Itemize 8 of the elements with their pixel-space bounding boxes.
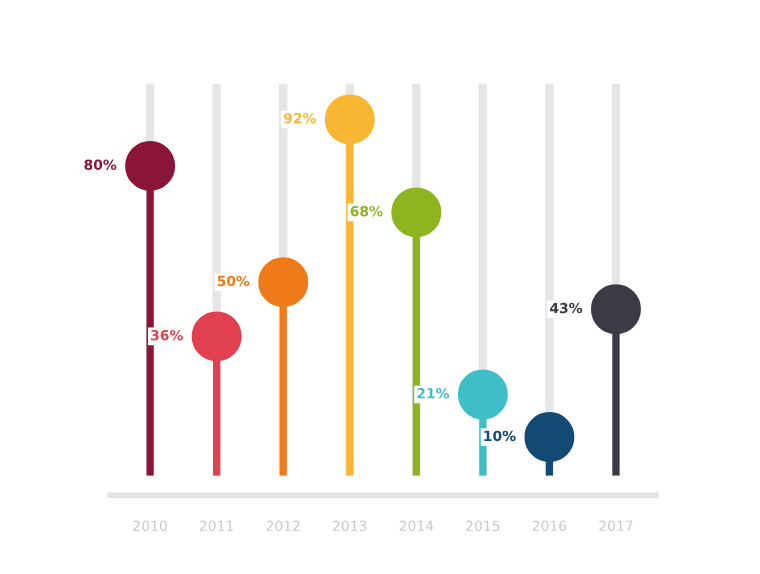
point: [457, 369, 508, 420]
point: [391, 187, 442, 238]
point: [125, 140, 176, 191]
point: [524, 412, 575, 463]
point: [191, 311, 242, 362]
point: [258, 257, 309, 308]
point: [590, 284, 641, 335]
point: [324, 94, 375, 145]
